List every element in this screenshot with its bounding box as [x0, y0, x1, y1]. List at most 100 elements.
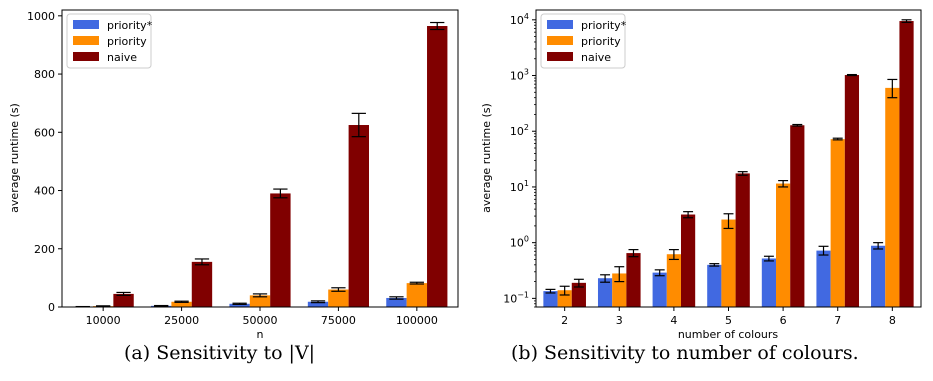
- chart-a-legend: priority* priority naive: [66, 13, 153, 69]
- chartB-ytick-label-1: 101: [510, 179, 529, 194]
- chartB-xtick-label-8: 8: [889, 314, 896, 327]
- chartB-bar-priority-star-6: [761, 258, 777, 307]
- chartB-ytick-label-−1: 10−1: [503, 290, 529, 305]
- chartB-bar-priority-7: [830, 139, 845, 307]
- caption-a: (a) Sensitivity to |V|: [124, 342, 316, 364]
- chartB-bar-priority-star-5: [707, 264, 722, 307]
- chartA-bar-naive-75000: [348, 125, 369, 307]
- chartA-xtick-label-50000: 50000: [243, 314, 278, 327]
- chartA-bar-priority-25000: [171, 301, 192, 307]
- chartB-errorbar-priority-4: [668, 249, 679, 261]
- chartB-errorbar-naive-5: [737, 171, 748, 176]
- chartA-errorbar-naive-10000: [116, 291, 131, 296]
- chartB-bar-priority-star-8: [871, 245, 886, 307]
- chartA-ytick-label-600: 600: [34, 126, 55, 139]
- chart-b-y-axis-label: average runtime (s): [480, 103, 493, 213]
- chartA-errorbar-priority-100000: [409, 281, 424, 285]
- chartB-bar-naive-8: [899, 21, 914, 308]
- chartA-bar-priority-75000: [328, 289, 349, 307]
- chartB-legend-swatch-naive: [547, 52, 573, 61]
- chartB-bar-naive-6: [790, 125, 805, 307]
- chartA-errorbar-priority-star-100000: [389, 296, 404, 300]
- chartA-bar-naive-10000: [113, 293, 134, 307]
- chartB-errorbar-priority-star-5: [709, 263, 720, 267]
- chartB-bar-priority-star-3: [597, 278, 613, 307]
- chartB-errorbar-priority-star-4: [654, 269, 665, 277]
- chartB-legend-swatch-priority: [547, 36, 573, 45]
- chartA-legend-swatch-priority: [73, 36, 99, 45]
- chartA-bar-priority-star-100000: [386, 297, 407, 307]
- chart-a-bars: [72, 26, 448, 307]
- chartB-bar-naive-3: [626, 253, 641, 307]
- chartA-errorbar-priority-10000: [96, 305, 111, 308]
- chartB-legend-label-priority: priority: [581, 35, 621, 48]
- chart-a-x-axis-label: n: [257, 328, 264, 340]
- chartB-errorbar-priority-star-8: [873, 242, 884, 250]
- chartB-xtick-label-3: 3: [616, 314, 623, 327]
- chartA-legend-swatch-priority-star: [73, 20, 99, 29]
- chartA-bar-priority-star-75000: [307, 301, 329, 307]
- chartB-bar-priority-star-4: [652, 272, 667, 307]
- chart-a-y-axis-label: average runtime (s): [8, 103, 21, 213]
- chartA-errorbar-priority-star-25000: [154, 304, 169, 307]
- chartB-bar-priority-star-2: [543, 291, 558, 307]
- chartB-ytick-label-3: 103: [510, 68, 529, 83]
- chartA-xtick-label-10000: 10000: [86, 314, 121, 327]
- chartB-legend-label-priority-star: priority*: [581, 19, 627, 32]
- caption-b: (b) Sensitivity to number of colours.: [511, 342, 859, 364]
- chartA-ytick-label-0: 0: [48, 301, 55, 314]
- chartB-errorbar-priority-star-2: [545, 288, 556, 294]
- chart-b-x-ticks: 2 3 4 5 6 7 8: [561, 307, 896, 327]
- chart-b-error-bars: [545, 19, 912, 296]
- chart-a-x-ticks: 10000 25000 50000 75000 100000: [86, 307, 438, 327]
- chartB-errorbar-naive-8: [901, 19, 912, 23]
- chart-b-bars: [543, 21, 914, 308]
- chartB-errorbar-naive-3: [628, 249, 639, 258]
- chartB-errorbar-priority-2: [559, 285, 570, 296]
- chartB-bar-priority-4: [666, 254, 681, 307]
- chartA-errorbar-naive-100000: [430, 21, 445, 31]
- chartB-legend-swatch-priority-star: [547, 20, 573, 29]
- chartA-errorbar-priority-50000: [252, 293, 268, 298]
- chartA-errorbar-priority-star-75000: [310, 300, 326, 304]
- chartA-ytick-label-400: 400: [34, 185, 55, 198]
- chartB-xtick-label-4: 4: [670, 314, 677, 327]
- chartB-bar-priority-6: [776, 183, 791, 307]
- chartB-bar-naive-5: [735, 173, 750, 307]
- chartB-errorbar-priority-star-3: [600, 274, 611, 283]
- chartB-xtick-label-6: 6: [780, 314, 787, 327]
- chartB-bar-naive-7: [844, 75, 860, 307]
- chartB-bar-priority-star-7: [816, 250, 831, 307]
- chartA-xtick-label-25000: 25000: [164, 314, 199, 327]
- chartA-bar-priority-100000: [406, 283, 428, 307]
- chartB-bar-naive-4: [680, 214, 696, 307]
- chartA-errorbar-naive-75000: [351, 112, 366, 138]
- chartA-legend-swatch-naive: [73, 52, 99, 61]
- chartA-errorbar-priority-star-50000: [232, 302, 247, 305]
- chartA-bar-naive-25000: [191, 261, 213, 307]
- chartA-errorbar-priority-75000: [331, 287, 346, 292]
- chartA-errorbar-naive-50000: [273, 188, 288, 199]
- chartA-legend-label-priority: priority: [107, 35, 147, 48]
- chart-b: 10−1 100 101 102 103 104 2 3 4 5 6 7 8 number of co…: [480, 9, 922, 340]
- chartB-errorbar-naive-2: [573, 278, 584, 288]
- chartB-ytick-label-0: 100: [510, 235, 529, 250]
- chartA-ytick-label-1000: 1000: [27, 10, 55, 23]
- chart-b-y-ticks: 10−1 100 101 102 103 104: [503, 12, 536, 308]
- chartB-legend-label-naive: naive: [581, 51, 611, 64]
- chartB-ytick-label-4: 104: [510, 12, 529, 27]
- chartB-errorbar-priority-5: [723, 213, 734, 230]
- chartB-ytick-label-2: 102: [510, 123, 529, 138]
- chartA-ytick-label-200: 200: [34, 243, 55, 256]
- chartB-errorbar-naive-6: [792, 123, 803, 127]
- chartB-bar-priority-5: [721, 219, 736, 307]
- chartA-xtick-label-100000: 100000: [396, 314, 438, 327]
- chartA-legend-label-priority-star: priority*: [107, 19, 153, 32]
- chartB-xtick-label-5: 5: [725, 314, 732, 327]
- chartA-legend-label-naive: naive: [107, 51, 137, 64]
- chartB-errorbar-priority-3: [614, 266, 625, 283]
- chartA-bar-naive-50000: [270, 193, 291, 307]
- chartB-errorbar-priority-star-7: [818, 245, 829, 256]
